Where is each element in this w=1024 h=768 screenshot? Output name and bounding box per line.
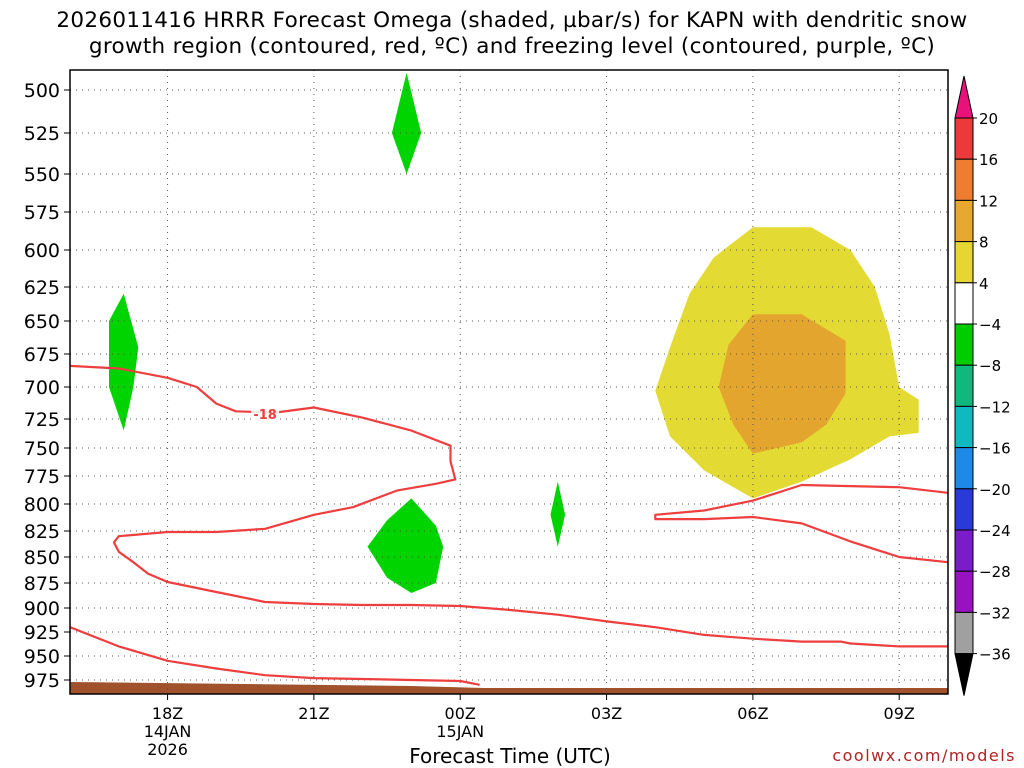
grid-layer [70,70,948,694]
x-tick-date: 14JAN [144,722,192,741]
colorbar-segment [954,570,974,613]
x-tick-year: 2026 [147,740,188,759]
y-tick-label-775: 775 [24,466,60,488]
credit-link[interactable]: coolwx.com/models [832,746,1016,765]
terrain-layer [70,682,948,694]
x-tick-label-21Z: 21Z [298,704,329,723]
chart-title: 2026011416 HRRR Forecast Omega (shaded, … [0,8,1024,60]
colorbar-label: −20 [979,481,1011,499]
y-tick-label-950: 950 [24,646,60,668]
terrain-surface [70,682,948,694]
dgz--12-right-contour [654,483,948,564]
omega--8-cell-left-shade [109,293,139,431]
colorbar-segment [954,241,974,284]
omega--8-cell-upper-shade [391,72,422,174]
y-tick-label-700: 700 [24,377,60,399]
colorbar-segment [954,488,974,531]
y-tick-label-725: 725 [24,409,60,431]
dgz--18-upper-contour [70,364,948,648]
y-tick-label-875: 875 [24,573,60,595]
colorbar-segment [954,117,974,160]
omega--8-cell-lower-shade [367,498,444,593]
chart-title-line1: 2026011416 HRRR Forecast Omega (shaded, … [56,8,968,33]
colorbar-segment [954,364,974,407]
axes-layer: 500 525 550 575 600 625 650 675 700 725 750 775 800 8… [24,69,949,759]
colorbar: 20 16 12 8 4 −4 −8 −12 −16 −20 −24 −28 −32 −36 [954,75,1011,696]
y-tick-label-575: 575 [24,202,60,224]
colorbar-label: −12 [979,398,1011,416]
colorbar-segment [954,611,974,655]
colorbar-label: −4 [979,316,1001,334]
colorbar-label: −32 [979,604,1011,622]
contour-label: -18 [253,408,277,423]
y-tick-label-750: 750 [24,438,60,460]
plot-frame [69,69,949,695]
contour-layer: -18 [70,364,948,686]
colorbar-label: 12 [979,192,998,210]
colorbar-label: −24 [979,522,1011,540]
colorbar-segment [954,323,974,366]
y-tick-label-850: 850 [24,547,60,569]
y-tick-label-675: 675 [24,344,60,366]
colorbar-segment [954,199,974,243]
y-tick-label-900: 900 [24,598,60,620]
colorbar-label: −8 [979,357,1001,375]
y-tick-label-550: 550 [24,164,60,186]
y-tick-label-650: 650 [24,311,60,333]
x-tick-label-00Z: 00Z [445,704,476,723]
colorbar-top-triangle [954,75,974,119]
y-tick-label-625: 625 [24,277,60,299]
colorbar-bottom-triangle [954,653,974,696]
y-tick-label-525: 525 [24,123,60,145]
colorbar-segment [954,158,974,201]
y-tick-label-825: 825 [24,521,60,543]
colorbar-label: −16 [979,440,1011,458]
x-tick-label-18Z: 18Z [152,704,183,723]
colorbar-segment [954,405,974,449]
y-tick-label-600: 600 [24,240,60,262]
colorbar-label: 8 [979,234,989,252]
omega--8-cell-small-shade [550,481,566,547]
colorbar-segment [954,282,974,325]
y-tick-label-925: 925 [24,622,60,644]
chart-title-line2: growth region (contoured, red, ºC) and f… [88,34,936,59]
colorbar-label: 4 [979,275,989,293]
y-tick-label-500: 500 [24,80,60,102]
colorbar-label: 20 [979,110,998,128]
colorbar-label: −36 [979,646,1011,664]
colorbar-segment [954,447,974,490]
omega-shading-layer [109,72,919,593]
y-tick-label-800: 800 [24,494,60,516]
colorbar-segment [954,529,974,572]
x-tick-label-06Z: 06Z [737,704,768,723]
omega-8-region-shade [718,314,846,454]
colorbar-label: −28 [979,563,1011,581]
dgz--12-lower-contour [70,626,480,686]
x-tick-date: 15JAN [436,722,484,741]
x-axis-label: Forecast Time (UTC) [409,744,611,768]
y-tick-label-975: 975 [24,670,60,692]
x-tick-label-09Z: 09Z [884,704,915,723]
x-tick-label-03Z: 03Z [591,704,622,723]
colorbar-label: 16 [979,151,998,169]
